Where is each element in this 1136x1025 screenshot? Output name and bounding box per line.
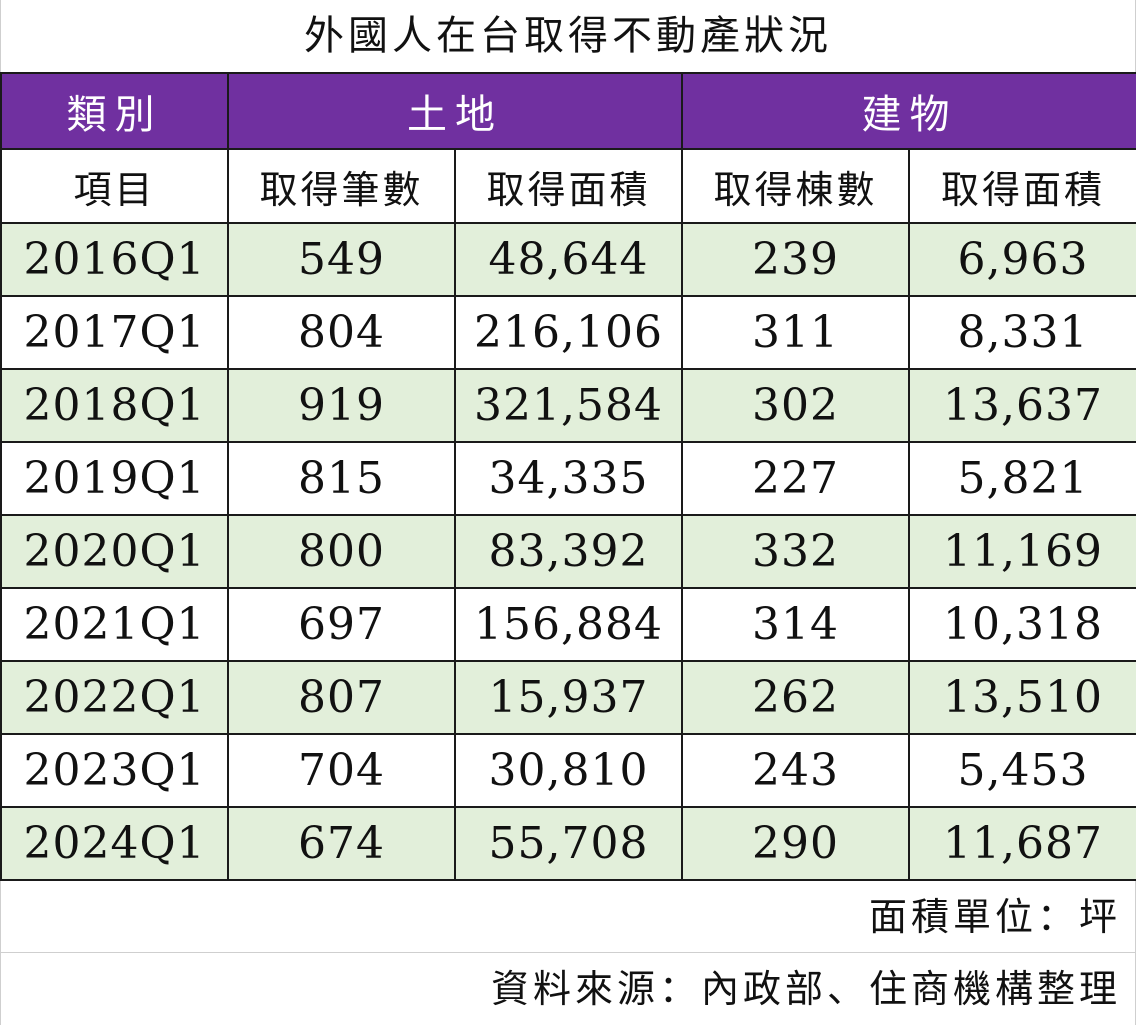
cell-land-count: 807 bbox=[227, 660, 456, 735]
cell-land-area: 216,106 bbox=[454, 295, 683, 370]
table-row: 2017Q1 804 216,106 311 8,331 bbox=[0, 295, 1136, 370]
area-unit-note: 面積單位：坪 bbox=[0, 881, 1136, 953]
table-row: 2019Q1 815 34,335 227 5,821 bbox=[0, 441, 1136, 516]
cell-building-count: 302 bbox=[681, 368, 910, 443]
cell-building-count: 290 bbox=[681, 806, 910, 881]
cell-land-count: 704 bbox=[227, 733, 456, 808]
cell-period: 2024Q1 bbox=[0, 806, 229, 881]
cell-land-area: 30,810 bbox=[454, 733, 683, 808]
cell-land-area: 156,884 bbox=[454, 587, 683, 662]
cell-period: 2020Q1 bbox=[0, 514, 229, 589]
cell-land-count: 800 bbox=[227, 514, 456, 589]
header-building: 建物 bbox=[681, 72, 1136, 150]
cell-building-count: 311 bbox=[681, 295, 910, 370]
cell-building-area: 6,963 bbox=[908, 222, 1136, 297]
cell-building-area: 11,687 bbox=[908, 806, 1136, 881]
table-row: 2016Q1 549 48,644 239 6,963 bbox=[0, 222, 1136, 297]
header-category: 類別 bbox=[0, 72, 229, 150]
header-row-category: 類別 土地 建物 bbox=[0, 72, 1136, 150]
cell-land-area: 48,644 bbox=[454, 222, 683, 297]
real-estate-table: 類別 土地 建物 項目 取得筆數 取得面積 取得棟數 取得面積 2016Q1 5… bbox=[0, 72, 1136, 881]
table-row: 2018Q1 919 321,584 302 13,637 bbox=[0, 368, 1136, 443]
header-item: 項目 bbox=[0, 148, 229, 224]
cell-period: 2017Q1 bbox=[0, 295, 229, 370]
table-row: 2020Q1 800 83,392 332 11,169 bbox=[0, 514, 1136, 589]
cell-period: 2021Q1 bbox=[0, 587, 229, 662]
cell-period: 2018Q1 bbox=[0, 368, 229, 443]
cell-land-count: 674 bbox=[227, 806, 456, 881]
cell-land-area: 83,392 bbox=[454, 514, 683, 589]
cell-land-area: 15,937 bbox=[454, 660, 683, 735]
cell-building-area: 13,510 bbox=[908, 660, 1136, 735]
cell-land-area: 55,708 bbox=[454, 806, 683, 881]
header-building-area: 取得面積 bbox=[908, 148, 1136, 224]
header-building-count: 取得棟數 bbox=[681, 148, 910, 224]
cell-building-area: 8,331 bbox=[908, 295, 1136, 370]
cell-building-area: 11,169 bbox=[908, 514, 1136, 589]
cell-building-area: 13,637 bbox=[908, 368, 1136, 443]
cell-land-count: 919 bbox=[227, 368, 456, 443]
table-row: 2024Q1 674 55,708 290 11,687 bbox=[0, 806, 1136, 881]
table-row: 2022Q1 807 15,937 262 13,510 bbox=[0, 660, 1136, 735]
cell-land-count: 804 bbox=[227, 295, 456, 370]
data-source-note: 資料來源：內政部、住商機構整理 bbox=[0, 953, 1136, 1025]
header-land-count: 取得筆數 bbox=[227, 148, 456, 224]
header-land-area: 取得面積 bbox=[454, 148, 683, 224]
cell-period: 2023Q1 bbox=[0, 733, 229, 808]
cell-land-area: 321,584 bbox=[454, 368, 683, 443]
header-row-items: 項目 取得筆數 取得面積 取得棟數 取得面積 bbox=[0, 148, 1136, 224]
cell-period: 2016Q1 bbox=[0, 222, 229, 297]
table-title: 外國人在台取得不動產狀況 bbox=[0, 0, 1136, 72]
cell-land-count: 697 bbox=[227, 587, 456, 662]
cell-building-count: 332 bbox=[681, 514, 910, 589]
table-row: 2023Q1 704 30,810 243 5,453 bbox=[0, 733, 1136, 808]
cell-building-count: 262 bbox=[681, 660, 910, 735]
cell-building-count: 227 bbox=[681, 441, 910, 516]
cell-land-count: 815 bbox=[227, 441, 456, 516]
cell-building-area: 10,318 bbox=[908, 587, 1136, 662]
cell-land-count: 549 bbox=[227, 222, 456, 297]
cell-building-area: 5,821 bbox=[908, 441, 1136, 516]
header-land: 土地 bbox=[227, 72, 683, 150]
table-row: 2021Q1 697 156,884 314 10,318 bbox=[0, 587, 1136, 662]
cell-period: 2019Q1 bbox=[0, 441, 229, 516]
cell-period: 2022Q1 bbox=[0, 660, 229, 735]
cell-building-count: 239 bbox=[681, 222, 910, 297]
cell-building-count: 314 bbox=[681, 587, 910, 662]
cell-land-area: 34,335 bbox=[454, 441, 683, 516]
cell-building-count: 243 bbox=[681, 733, 910, 808]
cell-building-area: 5,453 bbox=[908, 733, 1136, 808]
